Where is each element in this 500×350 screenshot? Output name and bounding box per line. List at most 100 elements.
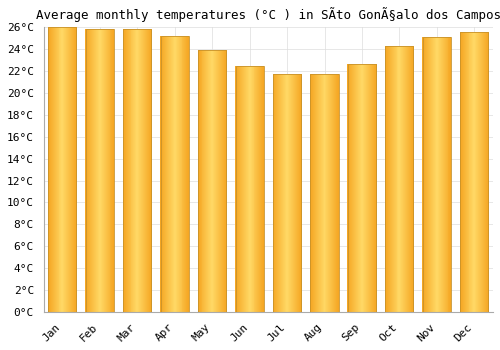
Bar xyxy=(139,29,140,312)
Bar xyxy=(161,36,162,312)
Bar xyxy=(237,65,238,312)
Bar xyxy=(62,27,64,312)
Bar xyxy=(338,74,339,312)
Bar xyxy=(386,46,387,312)
Bar xyxy=(488,32,489,312)
Bar xyxy=(89,29,90,312)
Bar xyxy=(297,74,298,312)
Bar xyxy=(368,64,369,312)
Bar xyxy=(389,46,390,312)
Bar xyxy=(250,65,252,312)
Bar xyxy=(434,37,435,312)
Bar xyxy=(476,32,477,312)
Bar xyxy=(444,37,446,312)
Bar xyxy=(285,74,286,312)
Bar xyxy=(236,65,237,312)
Bar xyxy=(390,46,392,312)
Bar xyxy=(335,74,336,312)
Bar xyxy=(235,65,236,312)
Bar xyxy=(394,46,396,312)
Bar xyxy=(361,64,362,312)
Bar xyxy=(326,74,328,312)
Bar xyxy=(136,29,138,312)
Bar xyxy=(486,32,487,312)
Bar xyxy=(431,37,432,312)
Bar xyxy=(435,37,436,312)
Bar xyxy=(248,65,250,312)
Bar xyxy=(242,65,243,312)
Bar xyxy=(328,74,330,312)
Bar xyxy=(169,36,170,312)
Bar xyxy=(223,50,224,312)
Bar xyxy=(254,65,256,312)
Bar xyxy=(138,29,139,312)
Bar xyxy=(448,37,450,312)
Bar xyxy=(462,32,464,312)
Bar xyxy=(433,37,434,312)
Bar xyxy=(49,27,50,312)
Bar xyxy=(290,74,291,312)
Bar xyxy=(106,29,108,312)
Bar xyxy=(424,37,426,312)
Bar xyxy=(140,29,141,312)
Bar xyxy=(171,36,172,312)
Bar xyxy=(292,74,293,312)
Bar xyxy=(316,74,317,312)
Bar xyxy=(173,36,174,312)
Bar xyxy=(324,74,326,312)
Bar xyxy=(216,50,217,312)
Bar xyxy=(293,74,294,312)
Bar xyxy=(295,74,296,312)
Bar xyxy=(263,65,264,312)
Bar xyxy=(363,64,364,312)
Bar xyxy=(464,32,466,312)
Bar xyxy=(102,29,103,312)
Bar xyxy=(273,74,301,312)
Bar xyxy=(99,29,100,312)
Bar xyxy=(210,50,211,312)
Bar xyxy=(93,29,94,312)
Bar xyxy=(219,50,220,312)
Bar xyxy=(310,74,311,312)
Bar xyxy=(404,46,406,312)
Bar xyxy=(314,74,315,312)
Bar xyxy=(73,27,74,312)
Bar xyxy=(148,29,149,312)
Bar xyxy=(481,32,482,312)
Bar xyxy=(283,74,284,312)
Bar xyxy=(132,29,134,312)
Bar xyxy=(408,46,409,312)
Bar xyxy=(68,27,69,312)
Bar xyxy=(72,27,73,312)
Bar xyxy=(367,64,368,312)
Bar xyxy=(470,32,472,312)
Bar xyxy=(286,74,287,312)
Bar xyxy=(208,50,210,312)
Bar xyxy=(245,65,246,312)
Bar xyxy=(364,64,365,312)
Bar xyxy=(96,29,97,312)
Bar xyxy=(332,74,334,312)
Bar xyxy=(474,32,476,312)
Bar xyxy=(100,29,101,312)
Bar xyxy=(102,29,104,312)
Bar xyxy=(366,64,367,312)
Bar xyxy=(315,74,316,312)
Bar xyxy=(123,29,124,312)
Bar xyxy=(436,37,437,312)
Bar xyxy=(74,27,75,312)
Bar xyxy=(278,74,280,312)
Bar xyxy=(174,36,176,312)
Bar xyxy=(330,74,332,312)
Bar xyxy=(206,50,208,312)
Bar xyxy=(358,64,359,312)
Bar xyxy=(478,32,479,312)
Bar xyxy=(166,36,167,312)
Bar xyxy=(360,64,361,312)
Bar xyxy=(468,32,469,312)
Bar xyxy=(411,46,412,312)
Bar xyxy=(178,36,180,312)
Bar xyxy=(48,27,76,312)
Bar xyxy=(354,64,355,312)
Bar xyxy=(222,50,223,312)
